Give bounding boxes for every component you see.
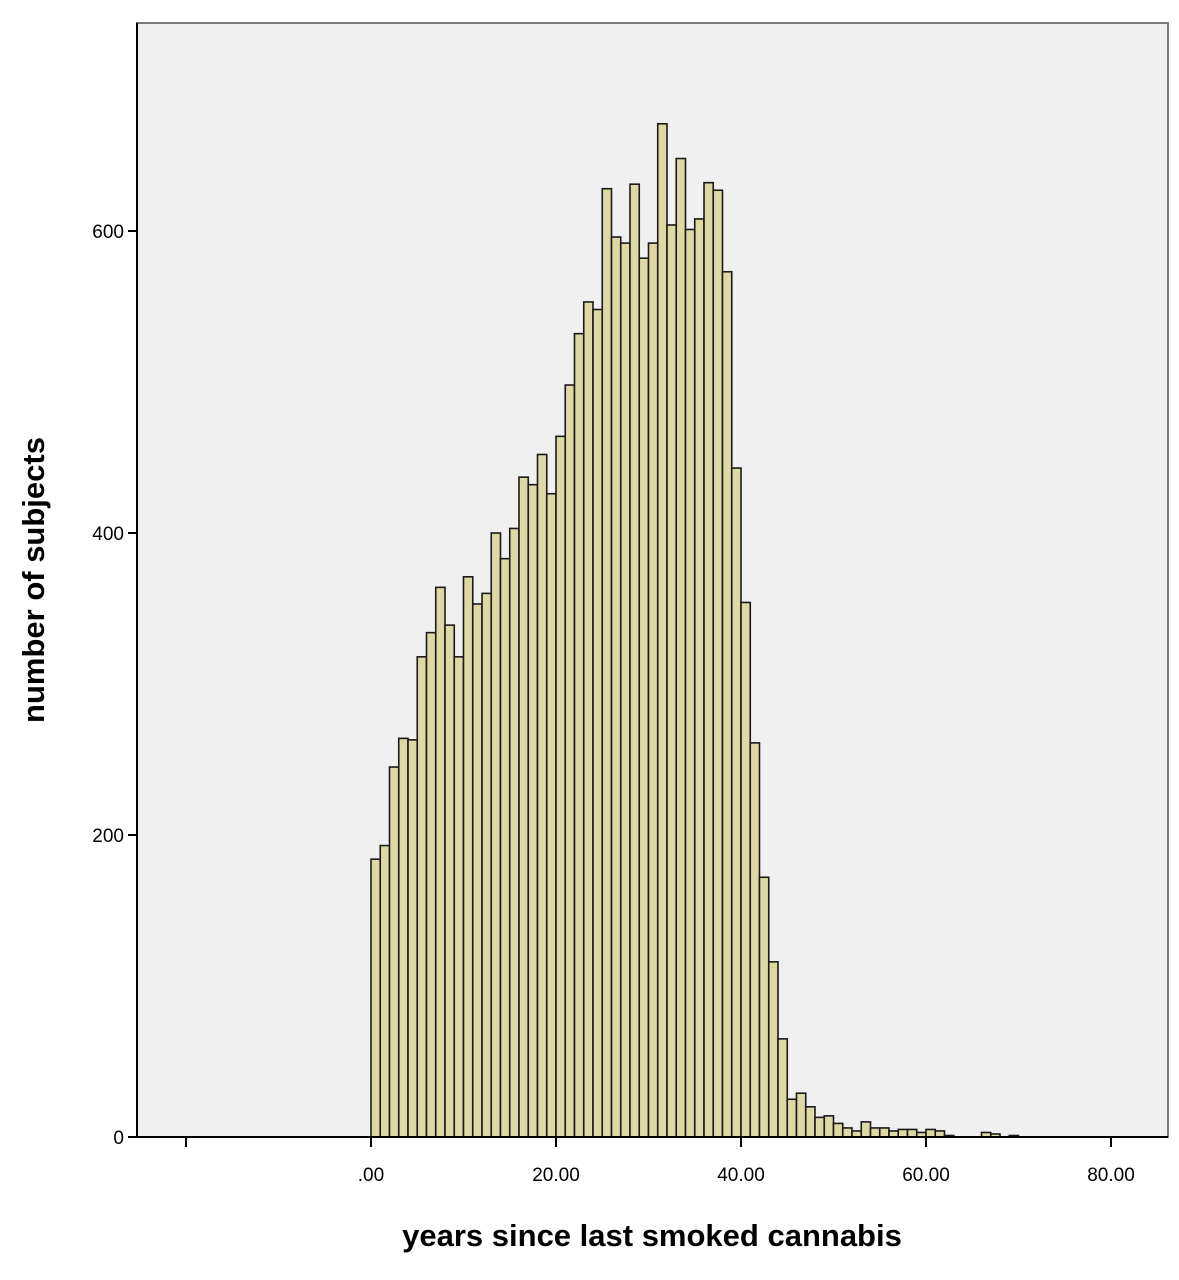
histogram-bar [610, 236, 622, 1138]
histogram-bar [508, 527, 520, 1138]
histogram-bar [619, 242, 631, 1138]
histogram-bar [444, 624, 456, 1138]
histogram-bar [795, 1092, 807, 1138]
x-axis-title: years since last smoked cannabis [402, 1218, 902, 1253]
histogram-bar [555, 435, 567, 1138]
histogram-bar [545, 492, 557, 1138]
histogram-bar [629, 183, 641, 1138]
histogram-bar [453, 656, 465, 1138]
histogram-bar [573, 332, 585, 1138]
histogram-bar [823, 1115, 835, 1138]
histogram-bar [721, 270, 733, 1138]
histogram-bar [656, 122, 668, 1138]
histogram-bar [703, 181, 715, 1138]
y-tick-label: 600 [92, 222, 124, 243]
histogram-bar [379, 844, 391, 1138]
histogram-bar [564, 384, 576, 1138]
histogram-bar [536, 453, 548, 1138]
ticks-group: 0 200 400 600 .00 20.00 40.00 60.00 80.00 [92, 222, 1134, 1186]
histogram-bar [601, 187, 613, 1138]
histogram-bar [471, 603, 483, 1138]
histogram-bar [638, 257, 650, 1138]
histogram-bar [397, 737, 409, 1138]
histogram-bar [388, 766, 400, 1138]
histogram-bar [407, 739, 419, 1138]
histogram-bar [527, 483, 539, 1138]
histogram-bar [878, 1127, 890, 1138]
histogram-bar [860, 1121, 872, 1138]
x-tick-label: 60.00 [902, 1165, 950, 1186]
y-tick-label: 200 [92, 826, 124, 847]
histogram-bar [925, 1128, 937, 1138]
histogram-bar [592, 308, 604, 1138]
histogram-bar [647, 242, 659, 1138]
y-tick-label: 400 [92, 524, 124, 545]
histogram-bar [804, 1106, 816, 1138]
histogram-bar [749, 742, 761, 1138]
y-axis-title: number of subjects [16, 437, 51, 723]
histogram-bar [518, 476, 530, 1138]
histogram-bar [730, 467, 742, 1138]
histogram-bar [832, 1122, 844, 1138]
histogram-bar [841, 1127, 853, 1138]
histogram-bar [777, 1038, 789, 1138]
x-tick-label: 20.00 [532, 1165, 580, 1186]
y-tick-label: 0 [113, 1128, 124, 1149]
x-tick-label: .00 [358, 1165, 384, 1186]
histogram-bar [481, 592, 493, 1138]
histogram-bar [767, 961, 779, 1138]
x-tick-label: 80.00 [1087, 1165, 1135, 1186]
histogram-bar [814, 1116, 826, 1138]
histogram-bar [462, 575, 474, 1138]
histogram-bar [897, 1128, 909, 1138]
histogram-bar [582, 301, 594, 1138]
histogram-bar [786, 1098, 798, 1138]
histogram-bar [906, 1128, 918, 1138]
histogram-bar [370, 858, 382, 1138]
histogram-bar [712, 189, 724, 1138]
histogram-bar [758, 876, 770, 1138]
histogram-bar [434, 586, 446, 1138]
histogram-bar [499, 557, 511, 1138]
histogram-bar [666, 224, 678, 1138]
histogram-bar [869, 1127, 881, 1138]
histogram-bar [740, 601, 752, 1138]
histogram-bar [684, 228, 696, 1138]
histogram-bar [693, 218, 705, 1138]
histogram-bar [490, 532, 502, 1138]
x-tick-label: 40.00 [717, 1165, 765, 1186]
histogram-bar [416, 656, 428, 1138]
histogram-bar [675, 157, 687, 1138]
histogram-bar [425, 631, 437, 1138]
